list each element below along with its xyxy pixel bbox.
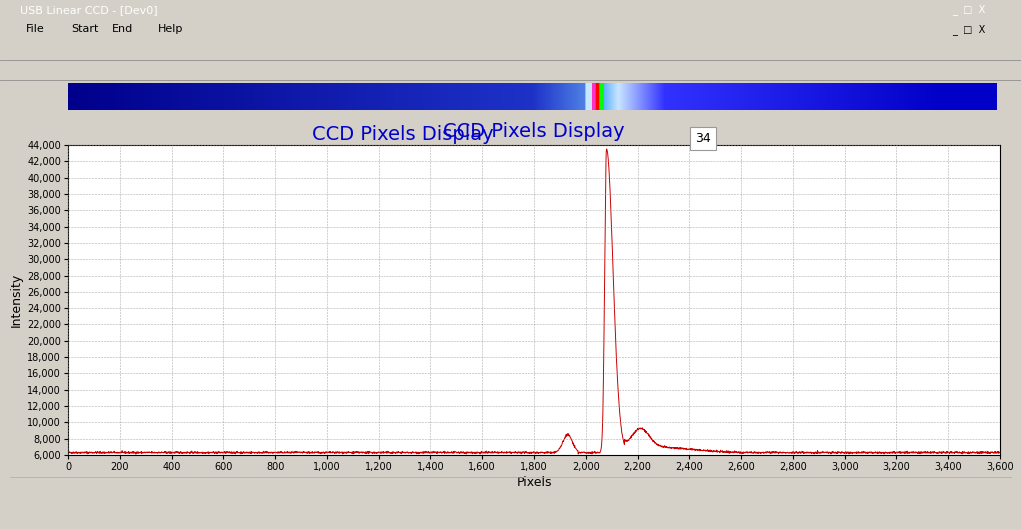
Text: CCD Pixels Display: CCD Pixels Display	[443, 123, 625, 141]
Y-axis label: Intensity: Intensity	[10, 273, 22, 327]
Text: 34: 34	[695, 132, 711, 144]
Text: Start: Start	[71, 24, 99, 34]
Text: USB Linear CCD - [Dev0]: USB Linear CCD - [Dev0]	[20, 5, 158, 15]
Text: _  □  X: _ □ X	[952, 5, 985, 15]
X-axis label: Pixels: Pixels	[517, 476, 551, 489]
Text: _  □  X: _ □ X	[952, 24, 985, 35]
Text: File: File	[26, 24, 44, 34]
Text: Help: Help	[158, 24, 184, 34]
Text: End: End	[112, 24, 134, 34]
Text: CCD Pixels Display: CCD Pixels Display	[312, 125, 494, 144]
